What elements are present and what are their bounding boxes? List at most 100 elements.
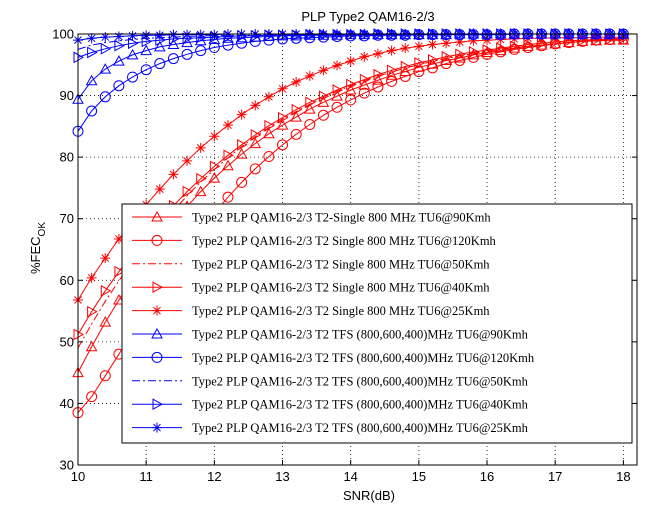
marker-circle <box>386 75 398 87</box>
marker-star <box>482 35 493 46</box>
legend-entry: Type2 PLP QAM16-2/3 T2 Single 800 MHz TU… <box>132 234 497 248</box>
marker-circle <box>127 71 139 83</box>
legend-entry: Type2 PLP QAM16-2/3 T2 TFS (800,600,400)… <box>132 328 529 342</box>
marker-star <box>250 100 261 111</box>
marker-circle <box>151 351 163 363</box>
marker-circle <box>249 163 261 175</box>
marker-circle <box>222 39 234 51</box>
legend-label: Type2 PLP QAM16-2/3 T2 Single 800 MHz TU… <box>192 304 490 318</box>
y-tick-label: 80 <box>60 150 74 165</box>
marker-circle <box>263 151 275 163</box>
legend-label: Type2 PLP QAM16-2/3 T2-Single 800 MHz TU… <box>192 211 491 225</box>
marker-circle <box>113 80 125 92</box>
legend-label: Type2 PLP QAM16-2/3 T2 TFS (800,600,400)… <box>192 421 529 435</box>
x-tick-label: 17 <box>548 469 562 484</box>
marker-triangle-right <box>387 64 398 77</box>
marker-triangle-up <box>85 340 98 352</box>
marker-circle <box>317 109 329 121</box>
legend-label: Type2 PLP QAM16-2/3 T2 TFS (800,600,400)… <box>192 328 529 342</box>
marker-circle <box>181 48 193 60</box>
legend-entry: Type2 PLP QAM16-2/3 T2 TFS (800,600,400)… <box>132 421 529 435</box>
legend-entry: Type2 PLP QAM16-2/3 T2 TFS (800,600,400)… <box>132 351 535 365</box>
legend-entry: Type2 PLP QAM16-2/3 T2 Single 800 MHz TU… <box>132 257 490 271</box>
legend: Type2 PLP QAM16-2/3 T2-Single 800 MHz TU… <box>121 203 633 444</box>
x-tick-label: 10 <box>71 469 85 484</box>
legend-entry: Type2 PLP QAM16-2/3 T2 Single 800 MHz TU… <box>132 304 490 318</box>
marker-circle <box>208 42 220 54</box>
marker-circle <box>86 391 98 403</box>
legend-label: Type2 PLP QAM16-2/3 T2 TFS (800,600,400)… <box>192 351 535 365</box>
marker-triangle-right <box>346 78 357 91</box>
marker-triangle-right <box>441 50 453 63</box>
marker-star <box>413 41 424 52</box>
x-tick-label: 15 <box>412 469 426 484</box>
marker-star <box>277 83 288 94</box>
marker-triangle-up <box>290 111 302 122</box>
marker-star <box>386 45 397 56</box>
marker-triangle-right <box>182 185 194 198</box>
marker-star <box>468 35 479 46</box>
marker-triangle-right <box>373 68 384 81</box>
marker-star <box>359 51 370 62</box>
marker-star <box>152 422 162 433</box>
marker-triangle-right <box>87 46 98 59</box>
marker-star <box>86 272 97 283</box>
y-tick-label: 40 <box>60 396 74 411</box>
marker-circle <box>167 53 179 65</box>
marker-star <box>291 77 302 88</box>
marker-triangle-up <box>140 44 153 56</box>
y-tick-label: 30 <box>60 458 74 473</box>
y-tick-label: 60 <box>60 273 74 288</box>
marker-triangle-up <box>276 119 289 130</box>
marker-triangle-up <box>99 316 112 327</box>
marker-triangle-right <box>237 138 248 151</box>
x-tick-label: 14 <box>343 469 357 484</box>
marker-triangle-right <box>209 160 221 173</box>
marker-triangle-right <box>114 265 125 278</box>
marker-star <box>427 39 438 50</box>
marker-star <box>86 33 97 44</box>
marker-triangle-up <box>263 127 275 139</box>
marker-triangle-right <box>305 96 316 109</box>
marker-circle <box>495 46 507 58</box>
marker-star <box>182 155 193 166</box>
marker-triangle-up <box>440 54 452 65</box>
marker-triangle-up <box>249 137 262 149</box>
marker-triangle-right <box>496 42 507 55</box>
marker-triangle-up <box>344 84 357 95</box>
marker-star <box>318 65 329 76</box>
marker-star <box>195 142 206 153</box>
marker-star <box>454 37 465 48</box>
marker-triangle-up <box>372 74 384 85</box>
marker-circle <box>331 101 343 113</box>
marker-star <box>372 48 383 59</box>
x-tick-label: 18 <box>616 469 630 484</box>
marker-star <box>222 120 233 131</box>
marker-triangle-up <box>153 40 166 52</box>
marker-star <box>168 29 179 40</box>
marker-star <box>400 43 411 54</box>
x-tick-label: 11 <box>139 469 153 484</box>
marker-triangle-right <box>291 103 303 116</box>
legend-entry: Type2 PLP QAM16-2/3 T2 Single 800 MHz TU… <box>132 281 490 295</box>
marker-star <box>168 169 179 180</box>
legend-label: Type2 PLP QAM16-2/3 T2 TFS (800,600,400)… <box>192 398 529 412</box>
marker-circle <box>304 119 316 131</box>
marker-triangle-right <box>455 48 466 61</box>
marker-star <box>152 305 162 316</box>
marker-triangle-up <box>453 51 466 63</box>
marker-triangle-right <box>359 73 371 86</box>
marker-circle <box>140 64 152 76</box>
marker-circle <box>372 81 384 93</box>
marker-triangle-right <box>100 42 112 55</box>
marker-circle <box>481 48 493 60</box>
marker-circle <box>99 370 111 382</box>
y-axis-label-subscript: OK <box>37 222 48 237</box>
legend-label: Type2 PLP QAM16-2/3 T2 TFS (800,600,400)… <box>192 374 529 388</box>
marker-triangle-right <box>278 111 289 124</box>
marker-star <box>154 184 165 195</box>
y-tick-label: 100 <box>52 27 74 42</box>
marker-star <box>345 56 356 67</box>
axes-box <box>77 33 638 466</box>
